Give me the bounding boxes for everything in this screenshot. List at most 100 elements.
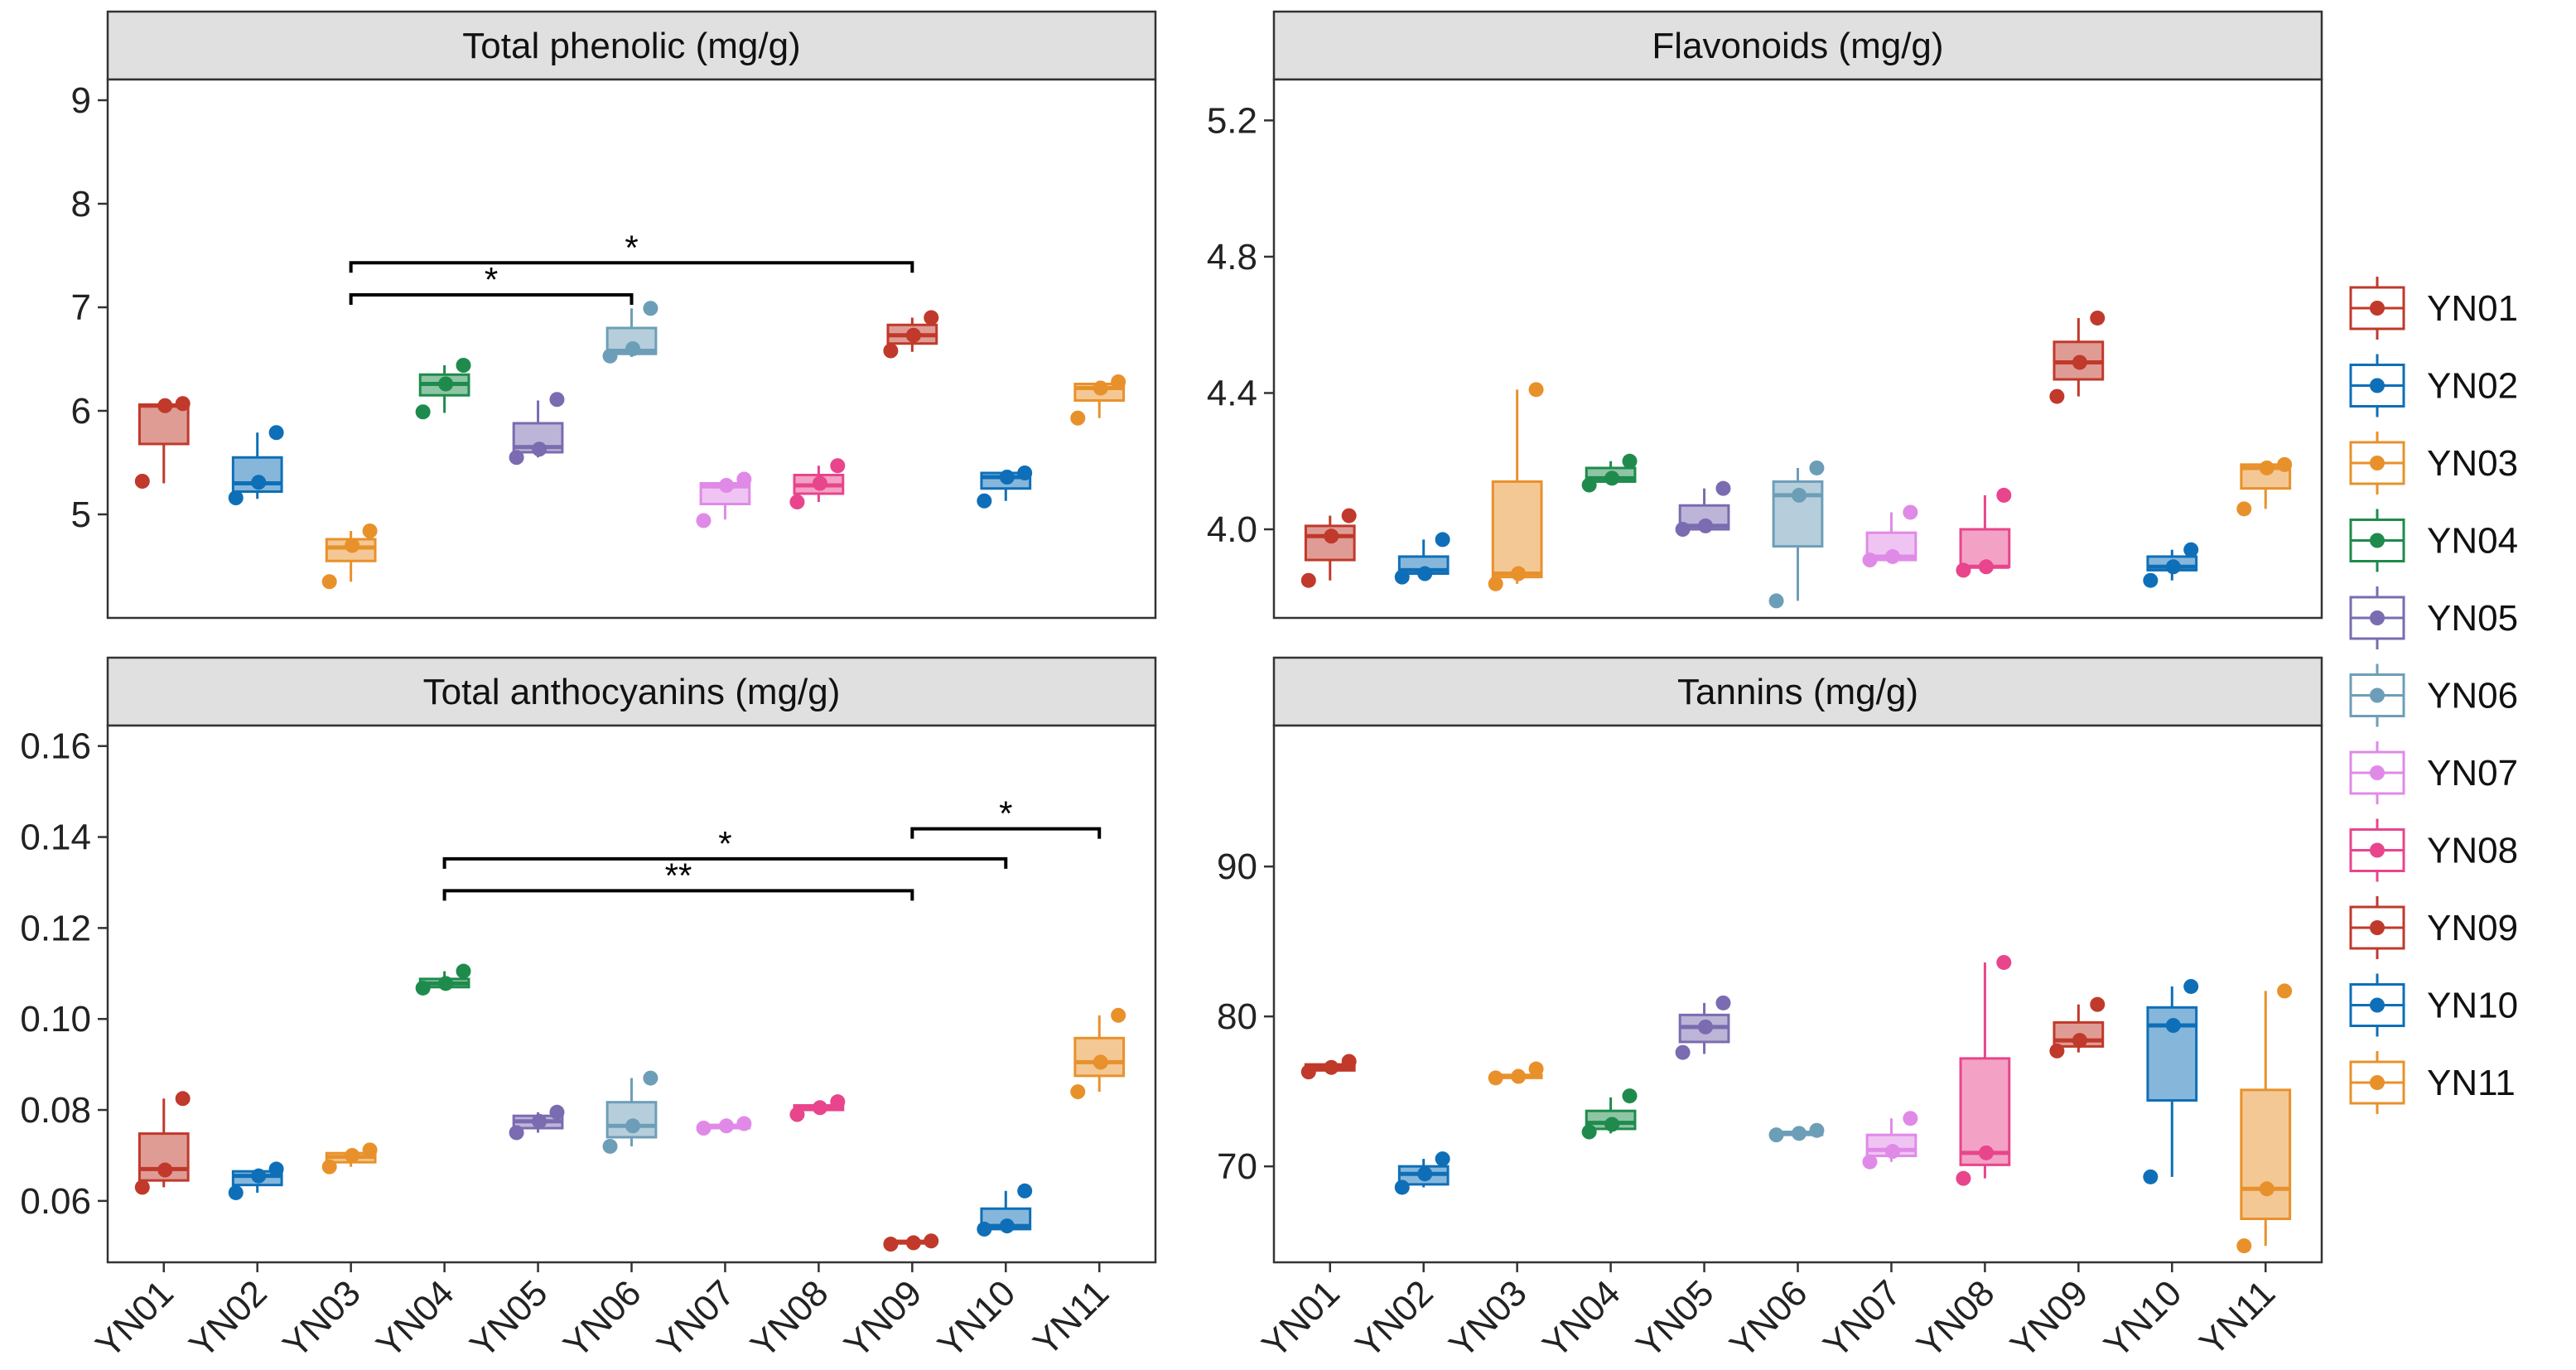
data-point xyxy=(415,404,431,420)
significance-line xyxy=(349,261,914,273)
panel-title: Flavonoids (mg/g) xyxy=(1652,26,1943,66)
data-point xyxy=(251,1168,267,1184)
significance-label: ** xyxy=(665,856,692,895)
legend-dot xyxy=(2370,842,2385,858)
data-point xyxy=(789,1107,805,1122)
data-point xyxy=(1792,487,1807,503)
data-point xyxy=(2277,983,2293,999)
box-yn11 xyxy=(2236,456,2293,517)
box-yn11 xyxy=(1070,1007,1126,1100)
box-yn06 xyxy=(1768,460,1825,609)
x-tick-label: YN10 xyxy=(2096,1272,2189,1365)
panel-total-phenolic: Total phenolic (mg/g) 5 6 7 8 9 * * xyxy=(71,10,1157,620)
legend-dot xyxy=(2370,1075,2385,1090)
box-yn09 xyxy=(2049,310,2106,404)
data-point xyxy=(1903,504,1918,520)
data-point xyxy=(549,1104,565,1120)
data-point xyxy=(456,963,471,979)
box-yn09 xyxy=(883,310,939,359)
legend-dot xyxy=(2370,765,2385,780)
data-point xyxy=(1488,1070,1503,1086)
significance-label: * xyxy=(625,228,638,267)
data-point xyxy=(345,538,360,553)
data-point xyxy=(438,376,454,392)
data-point xyxy=(321,574,337,590)
box-yn11 xyxy=(1070,374,1126,426)
data-point xyxy=(549,392,565,408)
data-point xyxy=(1978,559,1994,575)
data-point xyxy=(1956,562,1971,578)
legend-label: YN04 xyxy=(2427,521,2518,562)
panel-title: Total anthocyanins (mg/g) xyxy=(423,672,841,712)
data-point xyxy=(883,343,899,359)
data-point xyxy=(175,396,191,412)
data-point xyxy=(2090,996,2106,1012)
panel-strip xyxy=(1272,656,2323,727)
data-point xyxy=(134,474,150,489)
data-point xyxy=(1341,508,1357,523)
y-tick-label: 7 xyxy=(71,287,91,328)
x-tick-label: YN11 xyxy=(1025,1272,1117,1363)
data-point xyxy=(1698,518,1714,533)
x-tick-label: YN08 xyxy=(1909,1272,2002,1365)
data-point xyxy=(1809,460,1825,475)
box-yn06 xyxy=(1768,1122,1825,1143)
data-point xyxy=(999,470,1015,485)
box-yn10 xyxy=(2143,542,2199,588)
x-tick-label: YN02 xyxy=(1348,1272,1440,1365)
y-tick-label: 90 xyxy=(1217,847,1257,887)
y-tick-label: 4.0 xyxy=(1207,509,1257,550)
significance-label: * xyxy=(999,794,1012,833)
box-yn02 xyxy=(1394,532,1450,585)
box-yn08 xyxy=(789,458,846,509)
data-point xyxy=(789,494,805,509)
data-point xyxy=(812,1100,827,1116)
box-yn04 xyxy=(1581,453,1638,493)
data-point xyxy=(1622,453,1638,469)
data-point xyxy=(228,490,244,505)
legend-label: YN08 xyxy=(2427,831,2518,871)
data-point xyxy=(812,475,827,491)
legend: YN01 YN02 YN03 YN04 YN05 YN06 YN07 YN08 YN09 YN10… xyxy=(2349,277,2518,1114)
data-point xyxy=(1417,566,1433,581)
data-point xyxy=(643,1070,658,1086)
data-point xyxy=(1394,1179,1410,1195)
panel-strip xyxy=(106,10,1157,81)
legend-dot xyxy=(2370,456,2385,470)
legend-dot xyxy=(2370,920,2385,935)
data-point xyxy=(1581,1124,1597,1140)
box-yn01 xyxy=(134,1091,191,1195)
data-point xyxy=(718,1118,734,1134)
data-point xyxy=(1341,1054,1357,1069)
significance-line xyxy=(442,889,914,901)
data-point xyxy=(509,450,524,466)
box-yn09 xyxy=(2049,996,2106,1059)
panel-flavonoids: Flavonoids (mg/g) 4.0 4.4 4.8 5.2 xyxy=(1207,10,2323,620)
x-tick-label: YN04 xyxy=(1535,1272,1628,1365)
data-point xyxy=(1417,1166,1433,1182)
data-point xyxy=(696,513,712,528)
data-point xyxy=(345,1147,360,1163)
data-point xyxy=(1093,1054,1108,1070)
data-point xyxy=(268,1161,284,1177)
data-point xyxy=(1528,382,1544,398)
legend-item-yn03: YN03 xyxy=(2349,432,2518,494)
x-tick-label: YN02 xyxy=(181,1272,274,1365)
box-yn10 xyxy=(977,1183,1033,1237)
legend-dot xyxy=(2370,610,2385,625)
data-point xyxy=(1768,1127,1784,1143)
data-point xyxy=(1622,1088,1638,1104)
box-yn04 xyxy=(415,963,471,996)
legend-dot xyxy=(2370,533,2385,548)
box-yn03 xyxy=(321,1142,378,1175)
data-point xyxy=(999,1218,1015,1234)
box-yn01 xyxy=(134,396,191,489)
data-point xyxy=(1675,1044,1691,1060)
y-tick-label: 0.14 xyxy=(20,818,91,858)
data-point xyxy=(1017,1183,1033,1199)
box-yn08 xyxy=(789,1094,846,1122)
data-point xyxy=(268,425,284,441)
data-point xyxy=(1903,1111,1918,1126)
